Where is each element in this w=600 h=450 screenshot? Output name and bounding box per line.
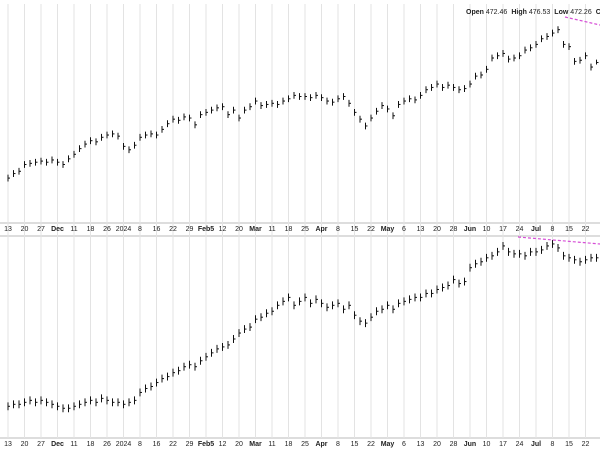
x-tick-label: 8 xyxy=(551,226,555,233)
x-tick-label: Jul xyxy=(531,226,541,233)
x-tick-label: 13 xyxy=(417,226,425,233)
x-tick-label: Mar xyxy=(249,226,262,233)
x-tick-label: 20 xyxy=(433,226,441,233)
x-tick-label: 22 xyxy=(582,441,590,448)
x-tick-label: 29 xyxy=(186,226,194,233)
x-tick-label: 18 xyxy=(87,226,95,233)
x-tick-label: 20 xyxy=(433,441,441,448)
header-label: Open xyxy=(466,9,484,16)
header-label: High xyxy=(511,9,527,16)
x-tick-label: 20 xyxy=(21,226,29,233)
header-label: Close xyxy=(596,9,600,16)
x-tick-label: 8 xyxy=(138,441,142,448)
x-tick-label: 12 xyxy=(219,441,227,448)
x-tick-label: Jul xyxy=(531,441,541,448)
x-tick-label: 13 xyxy=(4,226,12,233)
x-tick-label: 11 xyxy=(268,226,275,233)
x-tick-label: 8 xyxy=(336,226,340,233)
x-tick-label: 18 xyxy=(87,441,95,448)
x-tick-label: Apr xyxy=(315,226,327,233)
x-tick-label: 6 xyxy=(402,226,406,233)
x-tick-label: 22 xyxy=(169,226,177,233)
x-tick-label: 27 xyxy=(37,441,45,448)
x-tick-label: 17 xyxy=(499,441,507,448)
header-value: 472.46 xyxy=(486,9,508,16)
header-label: Low xyxy=(554,9,569,16)
x-tick-label: 10 xyxy=(483,441,491,448)
trend-line xyxy=(517,236,600,245)
header-value: 472.26 xyxy=(570,9,592,16)
x-tick-label: 22 xyxy=(169,441,177,448)
x-tick-label: 29 xyxy=(186,441,194,448)
x-tick-label: 8 xyxy=(551,441,555,448)
trend-line xyxy=(564,16,600,26)
x-tick-label: 6 xyxy=(402,441,406,448)
x-tick-label: 25 xyxy=(301,226,309,233)
x-tick-label: 2024 xyxy=(116,226,132,233)
x-tick-label: 20 xyxy=(21,441,29,448)
x-tick-label: 26 xyxy=(103,226,111,233)
x-tick-label: 15 xyxy=(351,226,359,233)
x-tick-label: 28 xyxy=(450,441,458,448)
x-tick-label: 20 xyxy=(235,226,243,233)
x-tick-label: 25 xyxy=(301,441,309,448)
x-tick-label: 24 xyxy=(516,441,524,448)
x-tick-label: 18 xyxy=(285,226,293,233)
x-tick-label: Mar xyxy=(249,441,262,448)
x-tick-label: 17 xyxy=(499,226,507,233)
x-tick-label: 18 xyxy=(285,441,293,448)
x-tick-label: 8 xyxy=(138,226,142,233)
x-tick-label: May xyxy=(381,226,395,233)
x-tick-label: 8 xyxy=(336,441,340,448)
x-tick-label: 11 xyxy=(70,226,77,233)
x-tick-label: 12 xyxy=(219,226,227,233)
x-tick-label: 13 xyxy=(417,441,425,448)
x-tick-label: Apr xyxy=(315,441,327,448)
x-tick-label: 11 xyxy=(70,441,77,448)
x-tick-label: May xyxy=(381,441,395,448)
x-tick-label: 22 xyxy=(582,226,590,233)
x-tick-label: Dec xyxy=(51,226,64,233)
x-tick-label: 10 xyxy=(483,226,491,233)
x-tick-label: 22 xyxy=(367,226,375,233)
x-tick-label: 28 xyxy=(450,226,458,233)
x-tick-label: Jun xyxy=(464,441,476,448)
x-tick-label: 16 xyxy=(153,441,161,448)
x-tick-label: 11 xyxy=(268,441,275,448)
x-tick-label: 26 xyxy=(103,441,111,448)
x-tick-label: Jun xyxy=(464,226,476,233)
x-tick-label: 2024 xyxy=(116,441,132,448)
x-tick-label: 15 xyxy=(351,441,359,448)
x-tick-label: 16 xyxy=(153,226,161,233)
x-tick-label: 24 xyxy=(516,226,524,233)
x-tick-label: 15 xyxy=(565,226,573,233)
header-value: 476.53 xyxy=(529,9,551,16)
x-tick-label: 27 xyxy=(37,226,45,233)
x-tick-label: Feb5 xyxy=(198,226,214,233)
x-tick-label: 13 xyxy=(4,441,12,448)
x-tick-label: Dec xyxy=(51,441,64,448)
x-tick-label: 20 xyxy=(235,441,243,448)
x-tick-label: Feb5 xyxy=(198,441,214,448)
x-tick-label: 15 xyxy=(565,441,573,448)
x-tick-label: 22 xyxy=(367,441,375,448)
